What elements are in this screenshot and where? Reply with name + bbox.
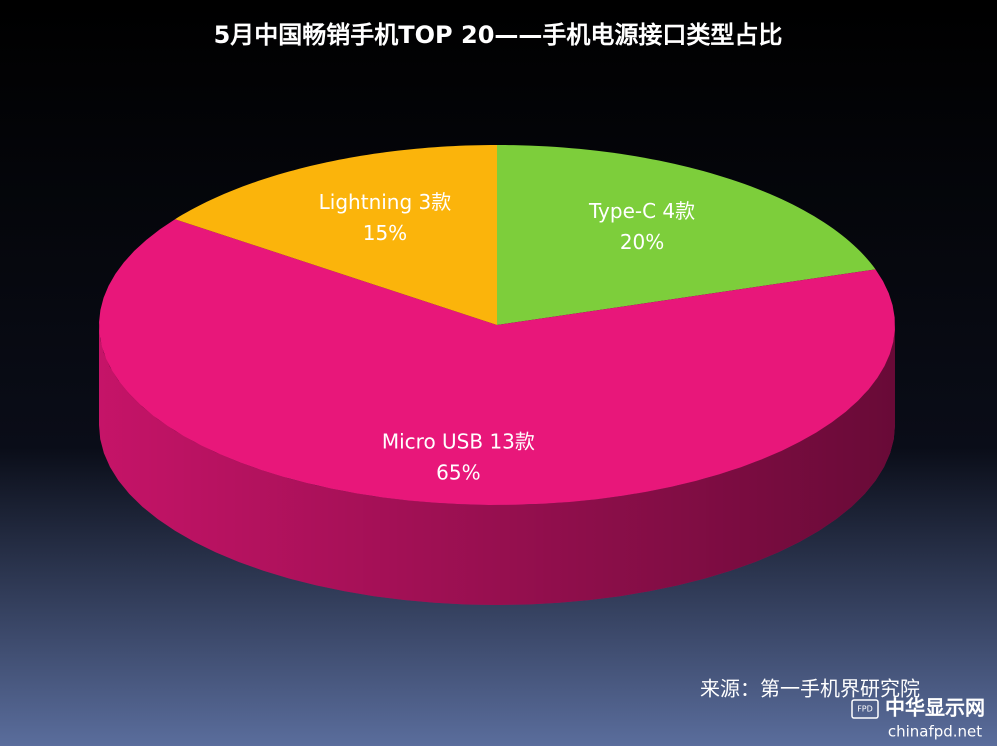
slice [175, 145, 497, 325]
slice-label: Type-C 4款 [588, 199, 695, 223]
slice-label: Lightning 3款 [319, 190, 452, 214]
watermark-name: 中华显示网 [885, 696, 985, 720]
slice-side-shade [99, 325, 895, 605]
value-label: 65% [436, 461, 480, 485]
source: 来源：第一手机界研究院 [700, 677, 920, 701]
watermark-badge: FPD [857, 705, 873, 714]
labels: Type-C 4款 20% Micro USB 13款 65% Lightning 3款… [319, 190, 695, 485]
slice [99, 219, 895, 505]
slice [497, 145, 876, 325]
chart-title: 5月中国畅销手机TOP 20——手机电源接口类型占比 [214, 21, 783, 49]
value-label: 15% [363, 221, 407, 245]
pie [99, 145, 895, 605]
slice-label: Micro USB 13款 [382, 430, 535, 454]
watermark-url: chinafpd.net [888, 723, 982, 741]
value-label: 20% [620, 230, 664, 254]
watermark-badge-box [851, 699, 879, 719]
